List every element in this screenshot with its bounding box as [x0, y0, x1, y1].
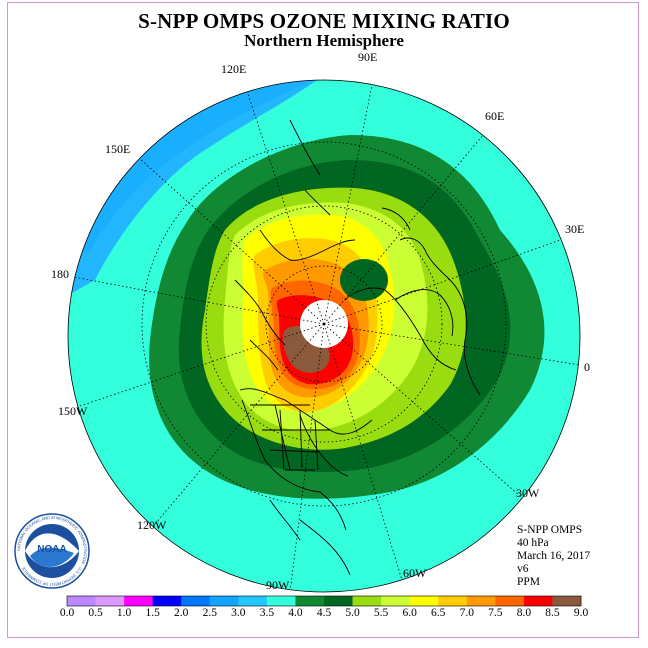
coastlines — [234, 119, 481, 576]
lon-label-120e: 120E — [221, 62, 247, 76]
graticule — [68, 80, 580, 592]
colorbar-tick-label: 3.0 — [231, 607, 246, 619]
product-info: S-NPP OMPS 40 hPa March 16, 2017 v6 PPM — [517, 524, 590, 589]
lon-label-180: 180 — [51, 267, 69, 281]
lon-label-150w: 150W — [58, 404, 88, 418]
page-title: S-NPP OMPS OZONE MIXING RATIO — [138, 9, 510, 33]
lon-label-90w: 90W — [266, 578, 290, 592]
colorbar-tick-label: 8.5 — [545, 607, 560, 619]
page-subtitle: Northern Hemisphere — [244, 31, 404, 50]
colorbar-tick-label: 1.0 — [116, 607, 132, 619]
colorbar-tick-label: 2.5 — [202, 607, 217, 619]
lon-label-90e: 90E — [358, 50, 378, 64]
lon-label-30w: 30W — [516, 486, 540, 500]
colorbar-tick-label: 0.0 — [59, 607, 75, 619]
colorbar-tick-label: 8.0 — [516, 607, 532, 619]
lon-label-120w: 120W — [137, 518, 167, 532]
colorbar-tick-label: 9.0 — [573, 607, 589, 619]
lon-label-0: 0 — [584, 360, 590, 374]
colorbar-tick-label: 7.0 — [459, 607, 474, 619]
colorbar-tick-label: 4.5 — [316, 607, 332, 619]
info-date: March 16, 2017 — [517, 550, 591, 562]
lon-label-150e: 150E — [105, 142, 131, 156]
colorbar-tick-label: 0.5 — [88, 607, 103, 619]
lon-label-30e: 30E — [565, 222, 585, 236]
colorbar-tick-label: 6.0 — [402, 607, 417, 619]
map-boundary — [67, 79, 581, 593]
colorbar-tick-label: 3.5 — [259, 607, 275, 619]
info-units: PPM — [517, 576, 541, 588]
colorbar-tick-label: 4.0 — [288, 607, 303, 619]
info-level: 40 hPa — [517, 537, 549, 549]
colorbar-tick-label: 7.5 — [488, 607, 503, 619]
colorbar-tick-label: 2.0 — [174, 607, 189, 619]
lon-label-60w: 60W — [403, 566, 427, 580]
lon-label-60e: 60E — [485, 109, 505, 123]
colorbar-tick-label: 5.5 — [373, 607, 389, 619]
colorbar-tick-label: 6.5 — [431, 607, 446, 619]
colorbar-tick-label: 5.0 — [345, 607, 360, 619]
info-product: S-NPP OMPS — [517, 524, 583, 536]
colorbar-tick-label: 1.5 — [145, 607, 160, 619]
info-version: v6 — [517, 563, 529, 575]
